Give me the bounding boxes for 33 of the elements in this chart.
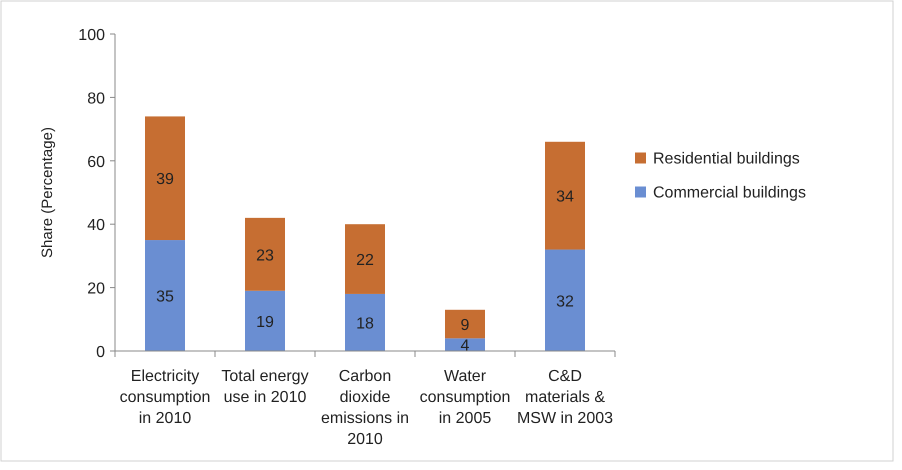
bar	[145, 240, 185, 351]
legend-label: Commercial buildings	[653, 184, 806, 202]
data-label: 19	[256, 314, 274, 331]
y-axis-title: Share (Percentage)	[39, 127, 56, 258]
data-label: 34	[556, 188, 574, 206]
bar	[345, 224, 385, 294]
data-label: 32	[556, 293, 574, 310]
data-label: 35	[156, 288, 174, 306]
bar	[445, 310, 485, 338]
data-label: 4	[460, 338, 470, 355]
bar	[545, 250, 585, 351]
bar	[145, 116, 185, 240]
x-tick-label: C&D materials & MSW in 2003	[516, 368, 614, 427]
y-tick-label: 40	[87, 217, 106, 234]
y-tick-label: 0	[96, 344, 106, 361]
bar	[545, 142, 585, 250]
data-label: 23	[256, 247, 274, 264]
bar	[245, 290, 285, 351]
legend-label: Residential buildings	[653, 150, 800, 168]
y-tick-label: 80	[87, 90, 106, 108]
x-tick-label: Total energy use in 2010	[221, 368, 309, 406]
x-tick-label: Electricity consumption in 2010	[120, 368, 210, 427]
bar	[345, 294, 385, 351]
data-label: 9	[460, 317, 470, 334]
y-tick-label: 20	[87, 280, 106, 298]
x-tick-label: Carbon dioxide emissions in 2010	[320, 368, 410, 448]
y-tick-label: 100	[78, 27, 106, 44]
x-tick-label: Water consumption in 2005	[420, 368, 510, 427]
bar	[245, 218, 285, 291]
data-label: 22	[356, 252, 374, 270]
y-tick-label: 60	[87, 154, 106, 171]
data-label: 39	[156, 171, 174, 188]
data-label: 18	[356, 315, 374, 332]
